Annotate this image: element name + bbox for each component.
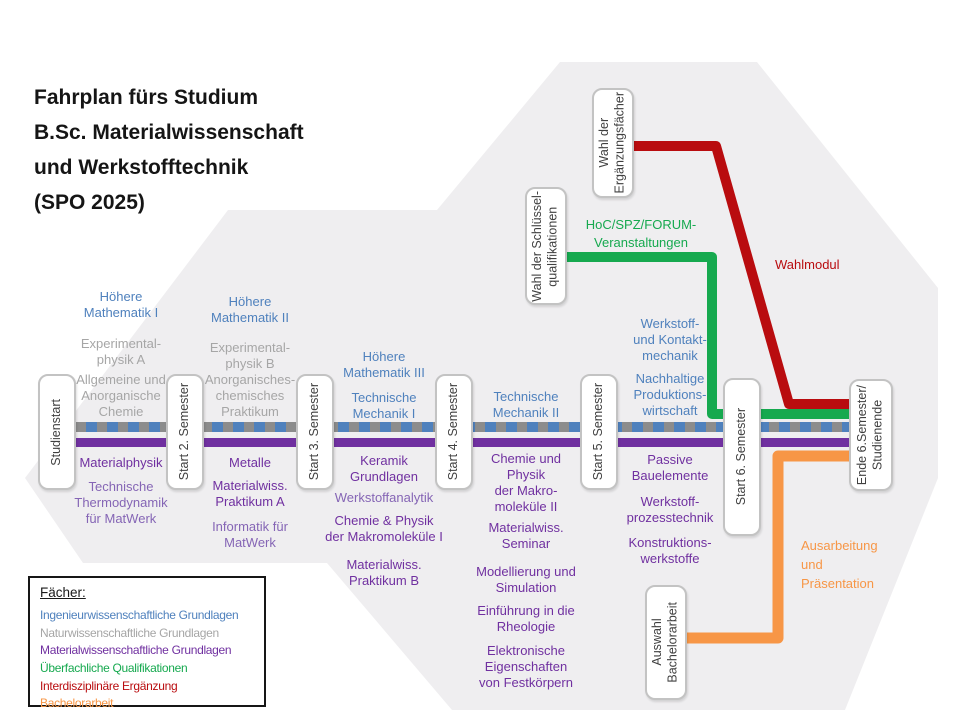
legend-title: Fächer: bbox=[40, 585, 86, 600]
station-label: Start 3. Semester bbox=[307, 383, 322, 481]
course-label: Konstruktions- werkstoffe bbox=[628, 535, 712, 566]
course-label: Höhere Mathematik II bbox=[210, 294, 290, 325]
course-label: Keramik Grundlagen bbox=[350, 453, 418, 484]
course-label: Anorganisches- chemisches Praktikum bbox=[204, 372, 296, 419]
legend-item-engineering: Ingenieurwissenschaftliche Grundlagen bbox=[40, 608, 239, 622]
course-label: Chemie & Physik der Makromoleküle I bbox=[325, 513, 443, 544]
station-start-4-semester: Start 4. Semester bbox=[435, 374, 473, 490]
course-label: Informatik für MatWerk bbox=[212, 519, 288, 550]
station-label: Start 5. Semester bbox=[591, 383, 606, 481]
course-label: Passive Bauelemente bbox=[631, 452, 709, 483]
course-label: Technische Mechanik I bbox=[351, 390, 417, 421]
title-line-3: und Werkstofftechnik bbox=[34, 156, 249, 179]
station-wahl-ergaenzungsfaecher: Wahl der Ergänzungsfächer bbox=[592, 88, 634, 198]
station-ende-studienende: Ende 6.Semester/ Studienende bbox=[849, 379, 893, 491]
station-auswahl-bachelorarbeit: Auswahl Bachelorarbeit bbox=[645, 585, 687, 700]
station-label: Start 4. Semester bbox=[446, 383, 461, 481]
course-label: Experimental- physik A bbox=[80, 336, 162, 367]
station-label: Studienstart bbox=[49, 398, 64, 466]
legend-box: Fächer: Ingenieurwissenschaftliche Grund… bbox=[28, 576, 266, 710]
course-label: Nachhaltige Produktions- wirtschaft bbox=[633, 371, 707, 418]
course-label: Materialwiss. Seminar bbox=[488, 520, 564, 551]
station-studienstart: Studienstart bbox=[38, 374, 76, 490]
course-label: Höhere Mathematik III bbox=[343, 349, 425, 380]
hoc-line bbox=[565, 252, 853, 419]
station-label: Start 2. Semester bbox=[177, 383, 192, 481]
course-label: Allgemeine und Anorganische Chemie bbox=[76, 372, 166, 419]
station-label: Start 6. Semester bbox=[734, 408, 749, 506]
course-label: Chemie und Physik der Makro- moleküle II bbox=[490, 451, 562, 514]
station-label: Wahl der Ergänzungsfächer bbox=[597, 92, 627, 194]
title-line-2: B.Sc. Materialwissenschaft bbox=[34, 121, 304, 144]
course-label: Materialwiss. Praktikum B bbox=[346, 557, 422, 588]
station-start-5-semester: Start 5. Semester bbox=[580, 374, 618, 490]
course-label: Werkstoff- prozesstechnik bbox=[626, 494, 714, 525]
course-label: Experimental- physik B bbox=[209, 340, 291, 371]
course-label: Höhere Mathematik I bbox=[83, 289, 159, 320]
station-wahl-schluesselqualifikationen: Wahl der Schlüssel- qualifikationen bbox=[525, 187, 567, 305]
bachelor-line bbox=[685, 450, 853, 644]
station-label: Auswahl Bachelorarbeit bbox=[650, 602, 680, 683]
station-start-6-semester: Start 6. Semester bbox=[723, 378, 761, 536]
course-label: Einführung in die Rheologie bbox=[477, 603, 575, 634]
legend-item-materials: Materialwissenschaftliche Grundlagen bbox=[40, 643, 232, 658]
station-start-3-semester: Start 3. Semester bbox=[296, 374, 334, 490]
legend-item-natural: Naturwissenschaftliche Grundlagen bbox=[40, 625, 219, 640]
course-label: Metalle bbox=[229, 455, 271, 470]
course-label: Technische Mechanik II bbox=[492, 389, 560, 420]
course-label: Elektronische Eigenschaften von Festkörp… bbox=[479, 643, 573, 690]
wahlmodul-label: Wahlmodul bbox=[775, 257, 840, 272]
station-start-2-semester: Start 2. Semester bbox=[166, 374, 204, 490]
ausarbeitung-label: Ausarbeitung und Präsentation bbox=[801, 538, 878, 591]
legend-item-qualifications: Überfachliche Qualifikationen bbox=[40, 660, 188, 675]
wahlmodul-line bbox=[632, 141, 853, 409]
course-label: Materialwiss. Praktikum A bbox=[212, 478, 288, 509]
legend-item-interdisciplinary: Interdisziplinäre Ergänzung bbox=[40, 678, 178, 693]
course-label: Modellierung und Simulation bbox=[476, 564, 576, 595]
station-label: Wahl der Schlüssel- qualifikationen bbox=[530, 190, 560, 302]
title-line-1: Fahrplan fürs Studium bbox=[34, 86, 259, 109]
course-label: Technische Thermodynamik für MatWerk bbox=[74, 479, 168, 526]
page-title: Fahrplan fürs Studium B.Sc. Materialwiss… bbox=[34, 80, 394, 220]
course-label: Werkstoff- und Kontakt- mechanik bbox=[633, 316, 707, 363]
station-label: Ende 6.Semester/ Studienende bbox=[855, 384, 885, 486]
course-label: Materialphysik bbox=[79, 455, 163, 470]
course-label: Werkstoffanalytik bbox=[334, 490, 434, 505]
hoc-spz-forum-label: HoC/SPZ/FORUM- Veranstaltungen bbox=[585, 217, 697, 251]
legend-item-bachelor: Bachelorarbeit bbox=[40, 696, 114, 711]
title-line-4: (SPO 2025) bbox=[34, 191, 145, 214]
